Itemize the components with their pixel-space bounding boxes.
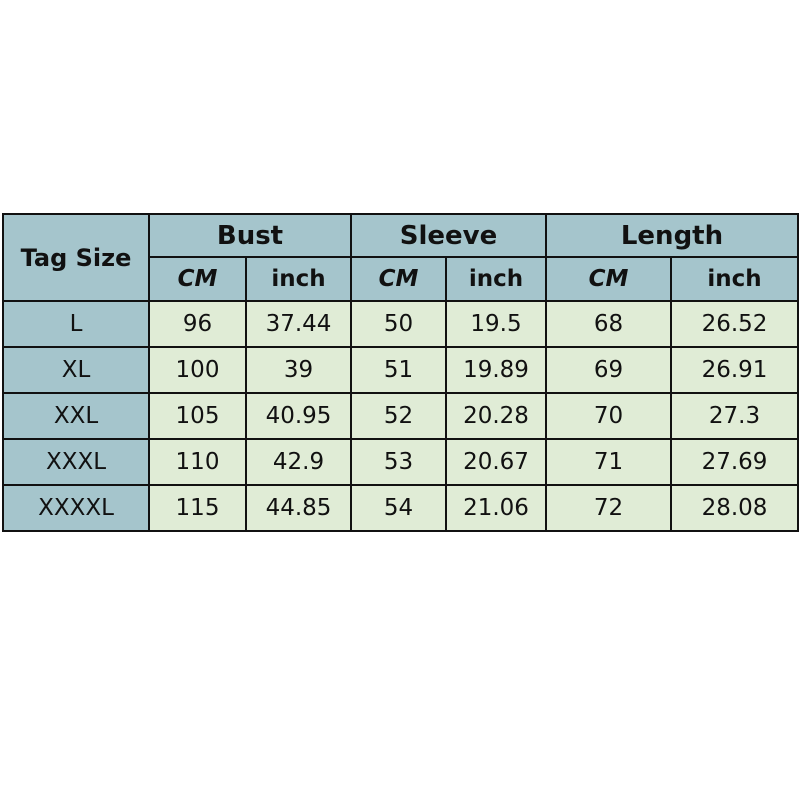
value-cell: 115 [148,484,247,532]
unit-header: CM [148,256,247,302]
size-cell: L [2,300,150,348]
value-cell: 28.08 [670,484,799,532]
size-chart-table: Tag Size Bust Sleeve Length CM inch CM i… [2,213,799,532]
value-cell: 69 [545,346,672,394]
table-row: XXXXL 115 44.85 54 21.06 72 28.08 [2,484,799,532]
sleeve-header: Sleeve [350,213,547,258]
value-cell: 39 [245,346,352,394]
value-cell: 96 [148,300,247,348]
value-cell: 27.69 [670,438,799,486]
value-cell: 70 [545,392,672,440]
unit-header: inch [245,256,352,302]
value-cell: 100 [148,346,247,394]
value-cell: 40.95 [245,392,352,440]
value-cell: 54 [350,484,447,532]
value-cell: 19.5 [445,300,547,348]
size-cell: XXL [2,392,150,440]
value-cell: 52 [350,392,447,440]
bust-header: Bust [148,213,352,258]
tag-size-header: Tag Size [2,213,150,302]
value-cell: 42.9 [245,438,352,486]
value-cell: 26.91 [670,346,799,394]
table-row: XXXL 110 42.9 53 20.67 71 27.69 [2,438,799,486]
value-cell: 20.67 [445,438,547,486]
value-cell: 27.3 [670,392,799,440]
value-cell: 44.85 [245,484,352,532]
value-cell: 26.52 [670,300,799,348]
value-cell: 19.89 [445,346,547,394]
value-cell: 53 [350,438,447,486]
length-header: Length [545,213,799,258]
unit-header: inch [670,256,799,302]
size-cell: XL [2,346,150,394]
value-cell: 72 [545,484,672,532]
value-cell: 71 [545,438,672,486]
value-cell: 21.06 [445,484,547,532]
table-row: L 96 37.44 50 19.5 68 26.52 [2,300,799,348]
value-cell: 110 [148,438,247,486]
value-cell: 68 [545,300,672,348]
value-cell: 105 [148,392,247,440]
table-row: XXL 105 40.95 52 20.28 70 27.3 [2,392,799,440]
value-cell: 20.28 [445,392,547,440]
size-cell: XXXXL [2,484,150,532]
unit-header: inch [445,256,547,302]
unit-header: CM [350,256,447,302]
table-row: XL 100 39 51 19.89 69 26.91 [2,346,799,394]
value-cell: 51 [350,346,447,394]
value-cell: 37.44 [245,300,352,348]
unit-header: CM [545,256,672,302]
size-cell: XXXL [2,438,150,486]
value-cell: 50 [350,300,447,348]
